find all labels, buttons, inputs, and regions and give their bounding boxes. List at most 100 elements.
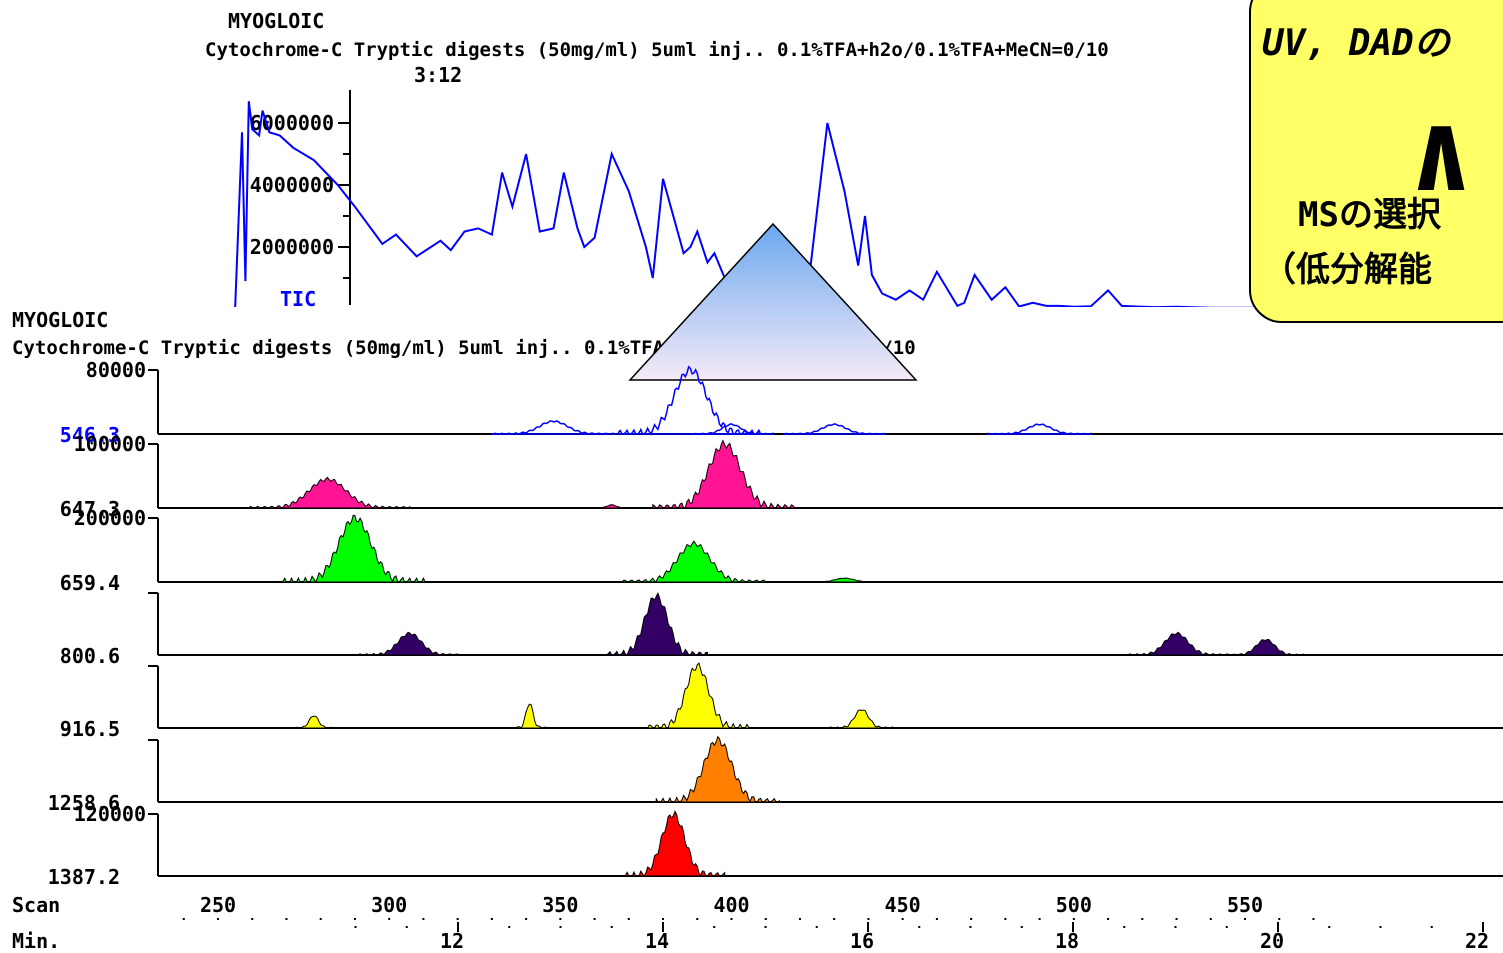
min-tick-label: 14 [645,929,669,953]
scan-minor-tick [798,918,801,920]
min-minor-tick [1482,926,1484,928]
min-minor-tick [1328,926,1331,928]
scan-minor-tick [764,918,767,920]
min-minor-tick [815,926,818,928]
min-minor-tick [1225,926,1228,928]
trace-peak [1125,631,1229,656]
scan-minor-tick [319,918,322,920]
trace-peak [282,514,427,584]
scan-minor-tick [1209,918,1212,920]
trace-scale-label: 200000 [74,506,146,530]
callout-line2: MSの選択 [1298,195,1442,235]
trace-mz-label: 659.4 [60,571,120,595]
scan-minor-tick [559,918,562,920]
scan-minor-tick [1312,918,1315,920]
scan-minor-tick [970,918,973,920]
callout-line1: UV, DADの [1262,23,1452,64]
bottom-panel-label: MYOGLOIC [12,308,108,332]
scan-minor-tick [935,918,938,920]
scan-minor-tick [1038,918,1041,920]
min-minor-tick [867,926,869,928]
highlight-triangle [628,222,918,381]
top-panel-subtitle: Cytochrome-C Tryptic digests (50mg/ml) 5… [205,39,1109,61]
min-tick-label: 18 [1055,929,1079,953]
min-minor-tick [610,926,613,928]
scan-tick-label: 550 [1227,893,1263,917]
min-minor-tick [662,926,664,928]
trace-peak [604,592,708,656]
scan-minor-tick [1175,918,1178,920]
min-minor-tick [405,926,408,928]
scan-minor-tick [182,918,185,920]
callout-line3: （低分解能 [1262,250,1432,290]
trace-peak [830,709,893,729]
scan-tick-label: 300 [371,893,407,917]
trace-peak [357,631,462,656]
min-minor-tick [508,926,511,928]
trace-peak [689,423,774,435]
min-minor-tick [559,926,562,928]
scan-minor-tick [901,918,904,920]
scan-minor-tick [525,918,528,920]
trace-peak [590,504,633,509]
scan-minor-tick [353,918,356,920]
min-tick-label: 16 [850,929,874,953]
trace-mz-label: 1258.6 [48,791,120,815]
trace-peak [244,476,411,509]
trace-mz-label: 916.5 [60,717,120,741]
top-panel-label: MYOGLOIC [228,9,324,33]
scan-minor-tick [1141,918,1144,920]
min-minor-tick [1123,926,1126,928]
scan-minor-tick [696,918,699,920]
trace-peak [803,577,886,583]
min-minor-tick [1174,926,1177,928]
trace-scale-label: 100000 [74,432,146,456]
trace-scale-label: 80000 [86,358,146,382]
trace-peak [782,423,886,435]
scan-tick-label: 500 [1056,893,1092,917]
trace-peak [652,439,797,509]
min-minor-tick [713,926,716,928]
min-minor-tick [969,926,972,928]
min-minor-tick [764,926,767,928]
scan-minor-tick [251,918,254,920]
min-tick-label: 22 [1465,929,1489,953]
scan-minor-tick [285,918,288,920]
tic-series-line [183,101,1348,310]
trace-peak [1224,638,1307,656]
scan-axis-label: Scan [12,893,60,917]
min-minor-tick [354,926,357,928]
trace-peak [617,365,763,436]
scan-minor-tick [1278,918,1281,920]
trace-mz-label: 546.3 [60,423,120,447]
scan-minor-tick [1107,918,1110,920]
min-minor-tick [1277,926,1279,928]
scan-minor-tick [490,918,493,920]
scan-minor-tick [627,918,630,920]
min-axis-label: Min. [12,929,60,953]
scan-minor-tick [662,918,665,920]
trace-peak [987,423,1092,435]
scan-tick-label: 350 [542,893,578,917]
scan-minor-tick [422,918,425,920]
min-minor-tick [1072,926,1074,928]
trace-peak [655,735,780,803]
min-minor-tick [918,926,921,928]
scan-minor-tick [1004,918,1007,920]
tic-y-tick-label: 2000000 [250,235,334,259]
scan-minor-tick [867,918,870,920]
scan-minor-tick [730,918,733,920]
min-tick-label: 12 [440,929,464,953]
callout-symbol: ∧ [1408,88,1474,216]
trace-peak [620,540,767,583]
trace-mz-label: 647.3 [60,497,120,521]
scan-minor-tick [388,918,391,920]
trace-scale-label: 120000 [74,802,146,826]
min-minor-tick [1379,926,1382,928]
tic-peak-annotation: 3:12 [414,63,462,87]
trace-mz-label: 1387.2 [48,865,120,889]
min-minor-tick [457,926,459,928]
trace-peak [514,703,546,729]
